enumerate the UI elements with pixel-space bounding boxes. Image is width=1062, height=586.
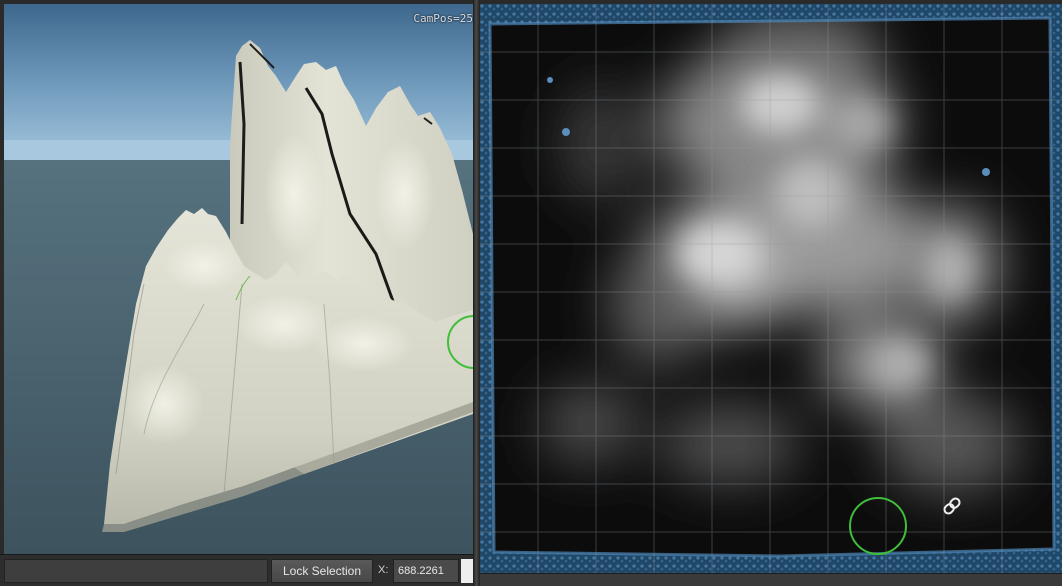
x-coordinate-label: X: <box>378 564 389 576</box>
status-bar: Lock Selection X: 688.2261 <box>0 554 473 586</box>
x-coordinate-field[interactable]: 688.2261 <box>393 559 459 583</box>
perspective-viewport[interactable]: CamPos=25 <box>4 4 473 554</box>
lock-selection-button[interactable]: Lock Selection <box>271 559 373 583</box>
circle-brush-icon <box>447 315 473 369</box>
y-coordinate-field[interactable] <box>461 559 473 583</box>
heightmap-viewport[interactable] <box>480 4 1062 573</box>
grid-overlay <box>480 4 1062 573</box>
camera-position-readout: CamPos=25 <box>413 12 473 25</box>
viewport-splitter[interactable] <box>473 0 480 586</box>
status-message-field <box>4 559 268 583</box>
heightmap-status-strip <box>480 573 1062 586</box>
terrain-3d-render[interactable] <box>4 4 473 554</box>
circle-brush-icon <box>849 497 907 555</box>
heightmap-render[interactable] <box>480 4 1062 573</box>
